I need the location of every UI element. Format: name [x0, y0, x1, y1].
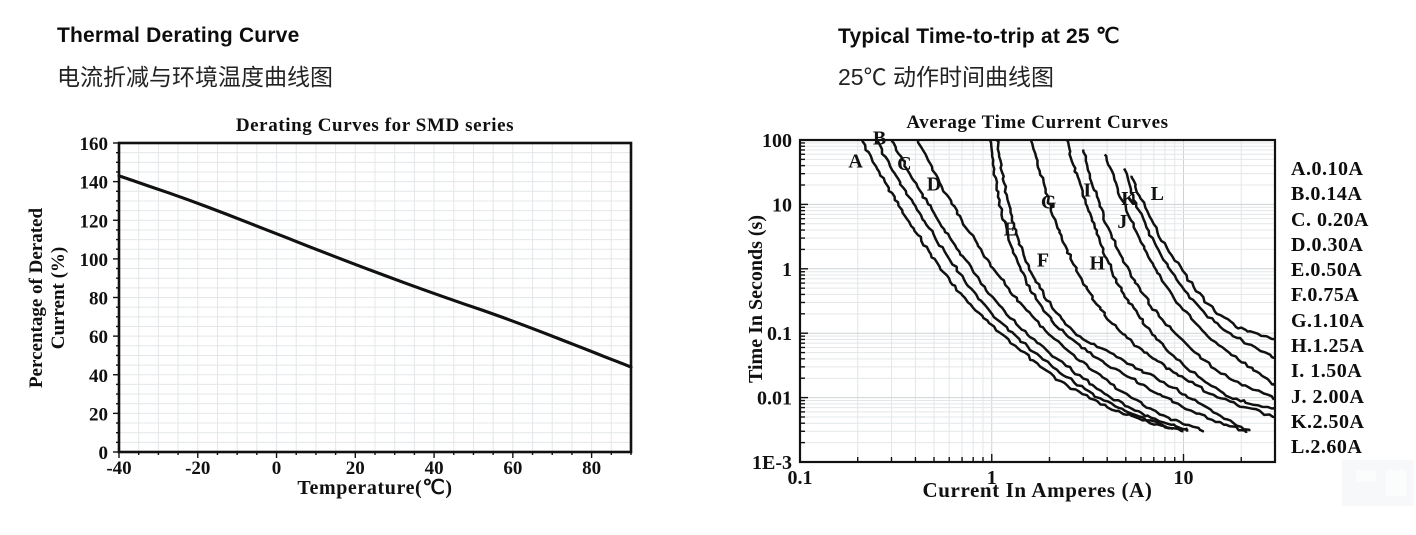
- svg-text:140: 140: [80, 173, 109, 194]
- svg-text:I: I: [1083, 180, 1091, 202]
- svg-text:-40: -40: [106, 458, 131, 479]
- svg-text:0.1: 0.1: [767, 323, 792, 345]
- curve-B: [875, 139, 1184, 433]
- svg-text:K: K: [1121, 188, 1137, 210]
- svg-text:J: J: [1117, 211, 1127, 233]
- left-ticks: [113, 142, 632, 458]
- left-yaxis-label-line2: Current (%): [48, 246, 69, 350]
- svg-text:1E-3: 1E-3: [752, 452, 792, 474]
- trip-curves: [860, 139, 1276, 434]
- left-chart-yaxis-label: Percentage of Derated Current (%): [26, 138, 70, 458]
- legend-item: G.1.10A: [1291, 309, 1365, 332]
- legend-item: A.0.10A: [1291, 158, 1364, 180]
- curve-H: [1066, 139, 1276, 410]
- svg-text:0.01: 0.01: [757, 388, 792, 410]
- svg-text:100: 100: [80, 250, 109, 271]
- left-yaxis-label-line1: Percentage of Derated: [26, 207, 47, 389]
- svg-text:0: 0: [99, 443, 109, 464]
- curve-J: [1103, 153, 1276, 386]
- svg-text:20: 20: [346, 458, 365, 479]
- curve-G: [1029, 140, 1276, 419]
- svg-text:40: 40: [89, 366, 108, 387]
- right-chart-yaxis-label: Time In Seconds (s): [745, 215, 767, 383]
- legend-item: I. 1.50A: [1291, 360, 1363, 383]
- curve-L: [1130, 175, 1276, 341]
- curve-A: [860, 139, 1174, 431]
- right-chart-title: Average Time Current Curves: [906, 112, 1169, 133]
- svg-text:80: 80: [89, 289, 108, 310]
- left-plot-border: [117, 141, 633, 454]
- curve-D: [916, 139, 1205, 433]
- svg-text:B: B: [873, 127, 886, 149]
- svg-text:D: D: [927, 174, 941, 196]
- right-panel-subtitle-zh: 25℃ 动作时间曲线图: [838, 64, 1054, 90]
- svg-text:E: E: [1004, 219, 1017, 241]
- svg-text:0: 0: [272, 458, 282, 479]
- svg-text:20: 20: [89, 404, 108, 425]
- left-chart-xaxis-label: Temperature(℃): [297, 477, 453, 499]
- svg-text:A: A: [848, 151, 863, 173]
- legend-item: K.2.50A: [1291, 410, 1365, 433]
- legend-item: C. 0.20A: [1291, 208, 1369, 231]
- svg-text:L: L: [1151, 183, 1164, 205]
- watermark-logo: [1342, 460, 1414, 506]
- legend: A.0.10A B.0.14A C. 0.20A D.0.30A E.0.50A F.0.…: [1291, 157, 1369, 461]
- curve-K: [1123, 167, 1276, 360]
- left-panel-title: Thermal Derating Curve: [57, 24, 300, 47]
- curve-F: [995, 139, 1251, 432]
- curve-C: [890, 139, 1189, 432]
- legend-item: H.1.25A: [1291, 335, 1365, 358]
- right-chart-xaxis-label: Current In Amperes (A): [922, 478, 1153, 502]
- svg-text:0.1: 0.1: [788, 467, 813, 489]
- svg-text:100: 100: [762, 130, 792, 152]
- svg-text:60: 60: [89, 327, 108, 348]
- left-chart-title: Derating Curves for SMD series: [235, 115, 515, 136]
- legend-item: D.0.30A: [1291, 233, 1364, 256]
- legend-item: J. 2.00A: [1291, 385, 1365, 408]
- svg-text:1: 1: [782, 259, 792, 281]
- svg-text:C: C: [897, 153, 911, 175]
- svg-text:1: 1: [987, 467, 997, 489]
- svg-text:10: 10: [772, 194, 792, 216]
- legend-item: B.0.14A: [1291, 183, 1363, 206]
- svg-text:80: 80: [582, 458, 601, 479]
- legend-item: F.0.75A: [1291, 284, 1360, 307]
- legend-item: L.2.60A: [1291, 436, 1363, 459]
- derating-curve: [117, 174, 633, 369]
- svg-text:40: 40: [425, 458, 444, 479]
- svg-text:120: 120: [80, 211, 109, 232]
- svg-text:G: G: [1041, 192, 1057, 214]
- left-chart: 0 20 40 60 80 100 120 140 160 -40 -20 0 20 40 60 80: [80, 134, 633, 479]
- svg-text:10: 10: [1174, 467, 1194, 489]
- svg-text:160: 160: [80, 134, 109, 155]
- curve-I: [1081, 149, 1276, 401]
- svg-text:60: 60: [503, 458, 522, 479]
- svg-text:H: H: [1089, 253, 1105, 275]
- right-panel-title: Typical Time-to-trip at 25 ℃: [838, 25, 1120, 48]
- legend-item: E.0.50A: [1291, 259, 1363, 282]
- left-tick-labels: 0 20 40 60 80 100 120 140 160 -40 -20 0 20 40 60 80: [80, 134, 602, 479]
- left-grid: [118, 142, 632, 453]
- curve-E: [988, 139, 1248, 434]
- right-plot-border: [798, 138, 1277, 464]
- svg-text:F: F: [1037, 249, 1049, 271]
- left-panel-subtitle-zh: 电流折减与环境温度曲线图: [57, 64, 333, 90]
- svg-text:-20: -20: [185, 458, 210, 479]
